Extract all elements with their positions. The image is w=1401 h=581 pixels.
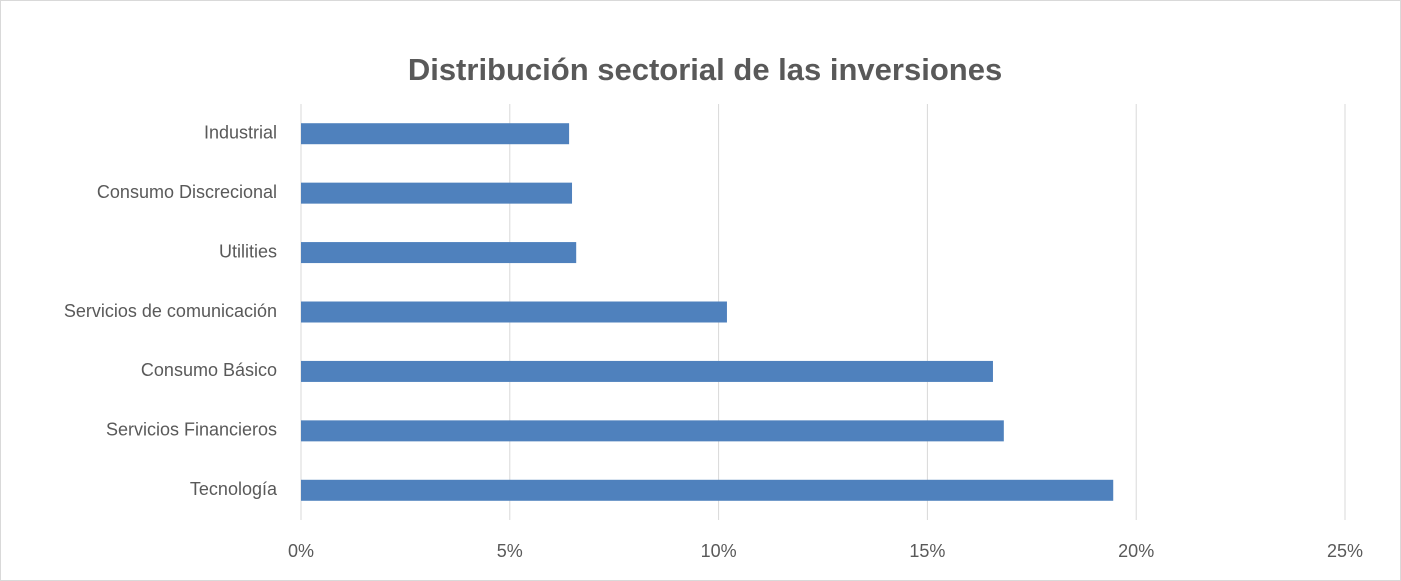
y-tick-label: Servicios de comunicación xyxy=(64,301,277,321)
y-tick-label: Consumo Discrecional xyxy=(97,182,277,202)
bar xyxy=(301,479,1114,501)
y-tick-label: Tecnología xyxy=(190,479,278,499)
y-tick-label: Servicios Financieros xyxy=(106,420,277,440)
bar xyxy=(301,420,1004,442)
x-tick-label: 10% xyxy=(701,541,737,561)
bar xyxy=(301,360,993,382)
x-tick-label: 0% xyxy=(288,541,314,561)
x-tick-label: 5% xyxy=(497,541,523,561)
chart-title: Distribución sectorial de las inversione… xyxy=(408,52,1002,87)
y-tick-label: Utilities xyxy=(219,241,277,261)
bar xyxy=(301,182,573,204)
bar xyxy=(301,242,577,264)
y-tick-label: Industrial xyxy=(204,122,277,142)
x-tick-label: 25% xyxy=(1327,541,1363,561)
bar xyxy=(301,301,727,323)
y-tick-label: Consumo Básico xyxy=(141,360,277,380)
bar xyxy=(301,123,570,145)
x-tick-label: 20% xyxy=(1118,541,1154,561)
x-tick-label: 15% xyxy=(909,541,945,561)
